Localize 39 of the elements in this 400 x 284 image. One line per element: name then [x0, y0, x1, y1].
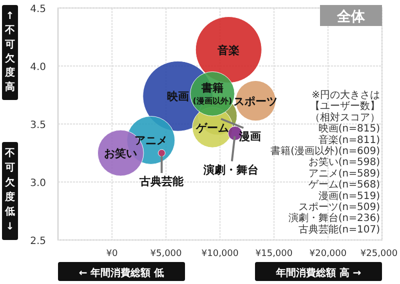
- annotation: 演劇・舞台: [202, 163, 259, 176]
- series-label: お笑い: [104, 147, 138, 160]
- x-tick-label: ¥20,000: [309, 249, 347, 259]
- annotation: アニメ(n=589): [308, 168, 380, 180]
- x-tick-label: ¥10,000: [201, 249, 239, 259]
- x-tick-label: ¥25,000: [360, 249, 398, 259]
- annotation: 音楽(n=811): [318, 134, 380, 146]
- y-tick-label: 4.5: [30, 4, 46, 15]
- title: 全体: [320, 5, 382, 26]
- annotation: ※円の大きさは: [312, 89, 380, 101]
- chart-title: 全体: [336, 9, 366, 25]
- text: 不可欠度低↓: [4, 148, 16, 232]
- annotation: 古典芸能: [138, 175, 185, 188]
- annotation: ゲーム(n=568): [308, 180, 380, 191]
- series-label: ゲーム: [194, 121, 229, 134]
- annotation: 【ユーザー数】: [310, 100, 380, 112]
- annotation: スポーツ(n=509): [298, 202, 380, 213]
- x-tick-label: ¥0: [106, 249, 118, 259]
- annotation: 演劇・舞台(n=236): [288, 212, 380, 224]
- annotation: お笑い(n=598): [308, 156, 380, 168]
- series-label: 書籍 (漫画以外): [192, 81, 232, 106]
- series-label: アニメ: [134, 134, 168, 148]
- annotation: 書籍(漫画以外)(n=609): [270, 145, 380, 157]
- text: 年間消費総額 高 →: [274, 267, 362, 279]
- annotation: 映画(n=815): [318, 122, 380, 135]
- text: ← 年間消費総額 低: [78, 267, 164, 279]
- annotation: 漫画(n=519): [318, 190, 380, 202]
- series-label: 映画: [166, 90, 189, 104]
- y-tick-label: 4.0: [30, 62, 46, 73]
- y-tick-label: 2.5: [30, 236, 46, 247]
- y-tick-label: 3.5: [30, 120, 46, 131]
- y-tick-label: 3.0: [30, 178, 46, 189]
- text: ↑不可欠度高: [4, 11, 16, 93]
- annotation: 漫画: [238, 130, 261, 143]
- series-label: 音楽: [216, 44, 240, 57]
- x-tick-label: ¥15,000: [255, 249, 293, 259]
- annotation: 古典芸能(n=107): [298, 223, 380, 236]
- x-tick-label: ¥5,000: [150, 249, 182, 259]
- annotation: （相対スコア）: [310, 111, 380, 124]
